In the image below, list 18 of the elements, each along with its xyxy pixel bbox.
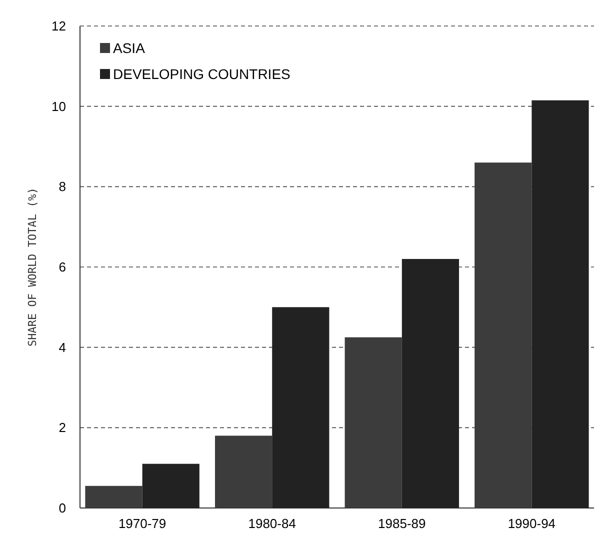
x-tick-label: 1980-84 [248,516,296,531]
x-tick-label: 1990-94 [508,516,556,531]
bar [532,100,589,508]
bar [402,258,460,508]
y-tick-label: 12 [52,18,66,34]
y-tick-label: 4 [58,340,66,355]
legend-label: DEVELOPING COUNTRIES [113,66,290,82]
y-tick-label: 10 [52,98,66,114]
y-tick-label: 2 [58,420,66,436]
bar [272,307,330,508]
y-tick-label: 6 [58,260,66,275]
y-tick-label: 0 [58,500,66,516]
y-tick-label: 8 [58,179,66,194]
x-tick-label: 1970-79 [118,516,166,531]
legend-label: ASIA [113,40,146,56]
y-axis-title: SHARE OF WORLD TOTAL (%) [26,188,39,346]
x-tick-label: 1985-89 [378,516,426,531]
bar [142,464,200,508]
